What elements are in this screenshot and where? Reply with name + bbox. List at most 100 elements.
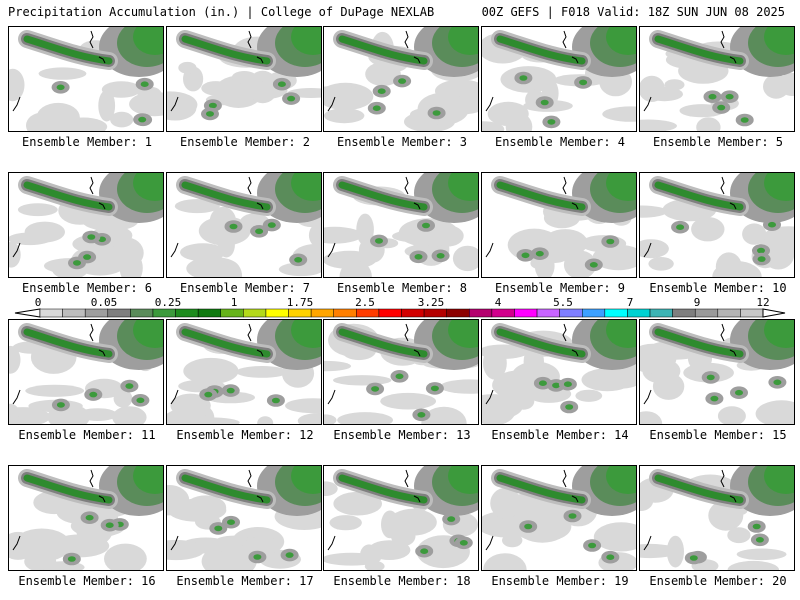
- precip-map-7: [170, 173, 321, 277]
- precip-map-9: [485, 173, 636, 277]
- ensemble-panel-4[interactable]: [481, 26, 637, 132]
- ensemble-panel-5[interactable]: [639, 26, 795, 132]
- precip-map-5: [640, 27, 794, 131]
- colorbar-tick-label: 12: [756, 296, 770, 309]
- precip-map-4: [482, 27, 636, 131]
- colorbar-swatch: [717, 308, 741, 318]
- ensemble-panel-17[interactable]: [166, 465, 322, 571]
- ensemble-panel-15[interactable]: [639, 319, 795, 425]
- header-title: Precipitation Accumulation (in.) | Colle…: [8, 5, 435, 19]
- ensemble-panel-8[interactable]: [323, 172, 479, 278]
- ensemble-panel-label: Ensemble Member: 4: [494, 135, 626, 149]
- precip-map-11: [9, 320, 163, 424]
- ensemble-panel-19[interactable]: [481, 465, 637, 571]
- colorbar-tick-label: 0: [34, 296, 42, 309]
- colorbar-swatch: [220, 308, 244, 318]
- colorbar-swatch: [559, 308, 583, 318]
- precip-map-17: [167, 466, 321, 570]
- ensemble-panel-6[interactable]: [8, 172, 164, 278]
- precip-map-20: [640, 466, 794, 570]
- colorbar-swatch: [265, 308, 289, 318]
- ensemble-panel-18[interactable]: [323, 465, 479, 571]
- colorbar-tick-label: 0.25: [154, 296, 182, 309]
- colorbar-tick-label: 0.05: [90, 296, 118, 309]
- ensemble-panel-label: Ensemble Member: 10: [649, 281, 787, 295]
- colorbar-tick-label: 5.5: [553, 296, 573, 309]
- colorbar-swatch: [356, 308, 380, 318]
- precip-map-3: [324, 27, 478, 131]
- precip-map-10: [640, 173, 794, 277]
- precip-colorbar: [14, 308, 786, 318]
- precip-map-2: [167, 27, 321, 121]
- ensemble-panel-11[interactable]: [8, 319, 164, 425]
- precip-map-8: [324, 173, 478, 277]
- colorbar-swatch: [627, 308, 651, 318]
- colorbar-swatch: [536, 308, 560, 318]
- ensemble-panel-7[interactable]: [166, 172, 322, 278]
- colorbar-swatch: [288, 308, 312, 318]
- ensemble-panel-label: Ensemble Member: 18: [333, 574, 471, 588]
- ensemble-panel-3[interactable]: [323, 26, 479, 132]
- colorbar-tick-label: 4: [494, 296, 502, 309]
- precip-map-1: [9, 27, 163, 131]
- ensemble-panel-label: Ensemble Member: 9: [494, 281, 626, 295]
- precip-map-15: [640, 320, 794, 424]
- colorbar-tick-label: 7: [626, 296, 634, 309]
- colorbar-swatch: [84, 308, 109, 318]
- ensemble-panel-label: Ensemble Member: 17: [176, 574, 314, 588]
- ensemble-panel-label: Ensemble Member: 2: [179, 135, 311, 149]
- precip-map-16: [9, 466, 163, 570]
- ensemble-panel-9[interactable]: [481, 172, 637, 278]
- colorbar-swatch: [423, 308, 447, 318]
- colorbar-swatch: [333, 308, 357, 318]
- ensemble-panel-label: Ensemble Member: 8: [336, 281, 468, 295]
- colorbar-swatch: [491, 308, 515, 318]
- colorbar-swatch: [740, 308, 764, 318]
- colorbar-swatch: [401, 308, 425, 318]
- ensemble-panel-label: Ensemble Member: 12: [176, 428, 314, 442]
- ensemble-panel-label: Ensemble Member: 13: [333, 428, 471, 442]
- ensemble-panel-label: Ensemble Member: 6: [21, 281, 153, 295]
- colorbar-swatch: [39, 308, 63, 318]
- ensemble-panel-label: Ensemble Member: 5: [652, 135, 784, 149]
- ensemble-panel-label: Ensemble Member: 7: [179, 281, 311, 295]
- ensemble-panel-label: Ensemble Member: 14: [491, 428, 629, 442]
- colorbar-min-arrow: [14, 308, 41, 318]
- colorbar-swatch: [310, 308, 334, 318]
- colorbar-tick-label: 3.25: [417, 296, 445, 309]
- precip-map-13: [324, 320, 478, 424]
- colorbar-swatch: [130, 308, 154, 318]
- ensemble-panel-label: Ensemble Member: 1: [21, 135, 153, 149]
- ensemble-panel-10[interactable]: [639, 172, 795, 278]
- ensemble-panel-label: Ensemble Member: 20: [649, 574, 787, 588]
- ensemble-panel-label: Ensemble Member: 3: [336, 135, 468, 149]
- colorbar-tick-label: 1: [230, 296, 238, 309]
- ensemble-panel-12[interactable]: [166, 319, 322, 425]
- colorbar-swatch: [378, 308, 402, 318]
- precip-map-6: [9, 173, 163, 277]
- colorbar-swatch: [469, 308, 493, 318]
- colorbar-swatch: [107, 308, 131, 318]
- ensemble-panel-label: Ensemble Member: 15: [649, 428, 787, 442]
- colorbar-max-arrow: [762, 308, 786, 318]
- precip-map-19: [482, 466, 636, 570]
- colorbar-swatch: [175, 308, 199, 318]
- ensemble-panel-label: Ensemble Member: 11: [18, 428, 156, 442]
- colorbar-swatch: [243, 308, 267, 318]
- colorbar-swatch: [649, 308, 673, 318]
- colorbar-swatch: [514, 308, 538, 318]
- ensemble-panel-13[interactable]: [323, 319, 479, 425]
- colorbar-swatch: [62, 308, 86, 318]
- precip-map-14: [482, 320, 636, 424]
- precip-map-12: [167, 320, 321, 424]
- colorbar-swatch: [672, 308, 696, 318]
- ensemble-panel-16[interactable]: [8, 465, 164, 571]
- colorbar-swatch: [152, 308, 176, 318]
- colorbar-tick-label: 2.5: [355, 296, 375, 309]
- colorbar-tick-label: 1.75: [286, 296, 314, 309]
- ensemble-panel-1[interactable]: [8, 26, 164, 132]
- ensemble-panel-20[interactable]: [639, 465, 795, 571]
- ensemble-panel-2[interactable]: [166, 26, 322, 132]
- header-valid-time: 00Z GEFS | F018 Valid: 18Z SUN JUN 08 20…: [481, 5, 785, 19]
- ensemble-panel-14[interactable]: [481, 319, 637, 425]
